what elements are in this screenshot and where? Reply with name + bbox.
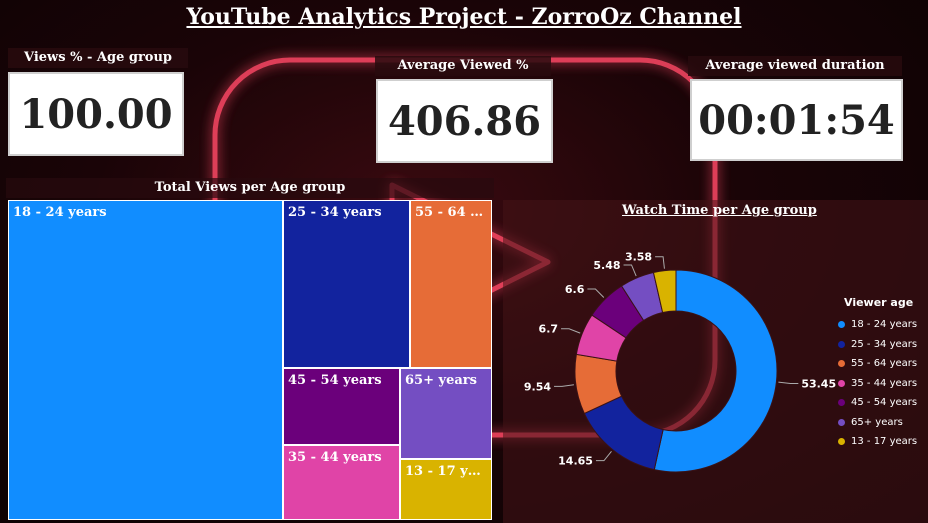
donut-slice-13-17-years[interactable] — [652, 269, 677, 314]
donut-legend: Viewer age 18 - 24 years 25 - 34 years 55 … — [838, 296, 917, 452]
legend-label: 55 - 64 years — [851, 358, 918, 370]
legend-label: 65+ years — [851, 416, 903, 428]
legend-title: Viewer age — [844, 296, 914, 309]
kpi-avg-duration-value: 00:01:54 — [690, 79, 903, 161]
legend-label: 35 - 44 years — [851, 377, 918, 389]
dashboard-title: YouTube Analytics Project - ZorroOz Chan… — [186, 4, 742, 30]
legend-label: 13 - 17 years — [851, 436, 918, 448]
legend-label: 18 - 24 years — [851, 319, 918, 331]
treemap-title: Total Views per Age group — [6, 178, 494, 198]
legend-label: 25 - 34 years — [851, 338, 918, 350]
legend-dot-icon — [838, 438, 845, 446]
treemap-tile-13-17[interactable]: 13 - 17 years — [400, 459, 492, 520]
legend-dot-icon — [838, 340, 845, 348]
treemap-tile-55-64[interactable]: 55 - 64 years — [410, 200, 492, 368]
legend-label: 45 - 54 years — [851, 397, 918, 409]
kpi-avg-duration-label: Average viewed duration — [688, 56, 902, 76]
legend-item[interactable]: 18 - 24 years — [838, 315, 917, 335]
legend-dot-icon — [838, 379, 845, 387]
treemap-tile-25-34[interactable]: 25 - 34 years — [283, 200, 410, 368]
donut-title: Watch Time per Age group — [622, 203, 817, 218]
treemap-tile-45-54[interactable]: 45 - 54 years — [283, 368, 400, 445]
legend-dot-icon — [838, 321, 845, 329]
legend-dot-icon — [838, 399, 845, 407]
treemap-tile-18-24[interactable]: 18 - 24 years — [8, 200, 283, 520]
legend-item[interactable]: 13 - 17 years — [838, 432, 917, 452]
treemap-tile-35-44[interactable]: 35 - 44 years — [283, 445, 400, 520]
kpi-avg-viewed-label: Average Viewed % — [375, 56, 551, 76]
treemap-tile-65-plus[interactable]: 65+ years — [400, 368, 492, 459]
legend-item[interactable]: 45 - 54 years — [838, 393, 917, 413]
legend-item[interactable]: 65+ years — [838, 413, 917, 433]
kpi-views-label: Views % - Age group — [8, 48, 188, 68]
kpi-views-value: 100.00 — [8, 72, 184, 156]
legend-item[interactable]: 25 - 34 years — [838, 335, 917, 355]
legend-dot-icon — [838, 360, 845, 368]
legend-item[interactable]: 55 - 64 years — [838, 354, 917, 374]
donut-slice-18-24-years[interactable] — [653, 269, 778, 473]
kpi-avg-viewed-value: 406.86 — [376, 79, 553, 163]
legend-dot-icon — [838, 418, 845, 426]
legend-item[interactable]: 35 - 44 years — [838, 374, 917, 394]
